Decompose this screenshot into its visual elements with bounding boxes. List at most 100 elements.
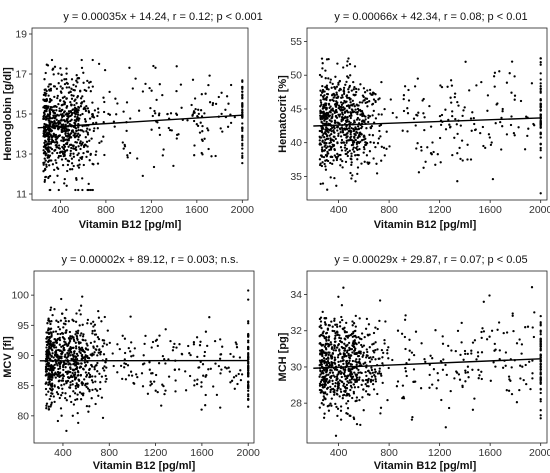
data-point bbox=[413, 85, 417, 88]
data-point bbox=[50, 106, 53, 109]
data-point bbox=[340, 149, 344, 152]
data-point bbox=[322, 103, 326, 106]
data-point bbox=[142, 354, 145, 357]
data-point bbox=[488, 335, 491, 338]
data-point bbox=[518, 338, 521, 341]
data-point bbox=[67, 349, 70, 352]
y-tick-label: 80 bbox=[17, 410, 29, 422]
data-point bbox=[45, 354, 49, 357]
data-point bbox=[368, 115, 372, 118]
data-point bbox=[64, 132, 67, 135]
data-point bbox=[335, 100, 338, 103]
data-point bbox=[193, 379, 196, 382]
data-point bbox=[341, 327, 344, 330]
data-point bbox=[114, 97, 117, 100]
data-point bbox=[482, 330, 486, 333]
data-point bbox=[73, 378, 77, 381]
data-point bbox=[511, 314, 514, 317]
y-axis-label: Hematocrit [%] bbox=[277, 75, 289, 153]
data-point bbox=[539, 136, 542, 139]
data-point bbox=[96, 336, 100, 339]
data-point bbox=[62, 148, 66, 151]
data-point bbox=[374, 145, 377, 149]
data-point bbox=[373, 368, 377, 371]
data-point bbox=[329, 176, 332, 179]
data-point bbox=[125, 101, 129, 104]
data-point bbox=[350, 177, 353, 180]
data-point bbox=[60, 104, 63, 107]
data-point bbox=[48, 164, 51, 167]
data-point bbox=[378, 319, 381, 323]
data-point bbox=[361, 114, 364, 118]
data-point bbox=[55, 118, 58, 121]
x-axis-ticks: 400 800 1200 1600 2000 bbox=[330, 200, 550, 216]
data-point bbox=[70, 146, 73, 150]
data-point bbox=[374, 326, 377, 329]
data-point bbox=[118, 347, 121, 351]
data-point bbox=[42, 163, 45, 166]
data-point bbox=[347, 57, 350, 60]
data-point bbox=[200, 385, 203, 388]
data-point bbox=[379, 406, 383, 409]
data-point bbox=[475, 84, 478, 87]
data-point bbox=[65, 362, 68, 365]
data-point bbox=[71, 372, 74, 375]
y-tick-label: 55 bbox=[290, 36, 302, 48]
data-point bbox=[79, 313, 82, 316]
data-point bbox=[321, 161, 324, 164]
data-point bbox=[539, 349, 542, 352]
data-point bbox=[325, 135, 329, 138]
data-point bbox=[330, 145, 333, 149]
data-point bbox=[140, 372, 144, 375]
data-point bbox=[374, 377, 377, 381]
data-point bbox=[116, 102, 119, 105]
data-point bbox=[59, 67, 62, 70]
data-point bbox=[466, 158, 469, 161]
data-point bbox=[105, 343, 109, 346]
data-point bbox=[356, 125, 360, 128]
data-point bbox=[137, 109, 141, 112]
data-point bbox=[325, 361, 328, 364]
data-point bbox=[342, 106, 345, 109]
data-point bbox=[218, 357, 222, 360]
data-point bbox=[54, 376, 57, 379]
data-point bbox=[48, 387, 52, 390]
data-point bbox=[241, 129, 244, 133]
data-point bbox=[199, 340, 202, 343]
data-point bbox=[424, 160, 427, 163]
data-point bbox=[327, 77, 330, 80]
data-point bbox=[496, 102, 499, 105]
data-point bbox=[471, 408, 475, 411]
data-point bbox=[344, 160, 348, 164]
data-point bbox=[80, 66, 84, 70]
data-point bbox=[82, 151, 85, 155]
data-point bbox=[490, 329, 494, 332]
data-point bbox=[380, 348, 384, 352]
data-point bbox=[371, 102, 375, 106]
data-point bbox=[85, 155, 88, 159]
data-point bbox=[50, 378, 53, 382]
data-point bbox=[80, 58, 83, 62]
data-point bbox=[96, 361, 99, 365]
data-point bbox=[74, 371, 77, 374]
data-point bbox=[408, 358, 411, 361]
data-point bbox=[320, 120, 323, 123]
data-point bbox=[203, 112, 206, 115]
data-point bbox=[339, 337, 343, 340]
data-point bbox=[241, 138, 244, 142]
data-point bbox=[356, 116, 360, 120]
data-point bbox=[52, 114, 55, 117]
data-point bbox=[358, 376, 361, 379]
data-point bbox=[352, 383, 356, 386]
data-point bbox=[391, 111, 394, 115]
data-point bbox=[47, 119, 50, 122]
data-point bbox=[73, 109, 77, 112]
data-point bbox=[527, 127, 530, 130]
data-point bbox=[337, 81, 340, 85]
data-point bbox=[323, 122, 327, 125]
data-point bbox=[198, 344, 202, 347]
data-point bbox=[358, 147, 361, 151]
data-point bbox=[341, 166, 344, 169]
data-point bbox=[337, 383, 340, 387]
data-point bbox=[127, 346, 130, 350]
